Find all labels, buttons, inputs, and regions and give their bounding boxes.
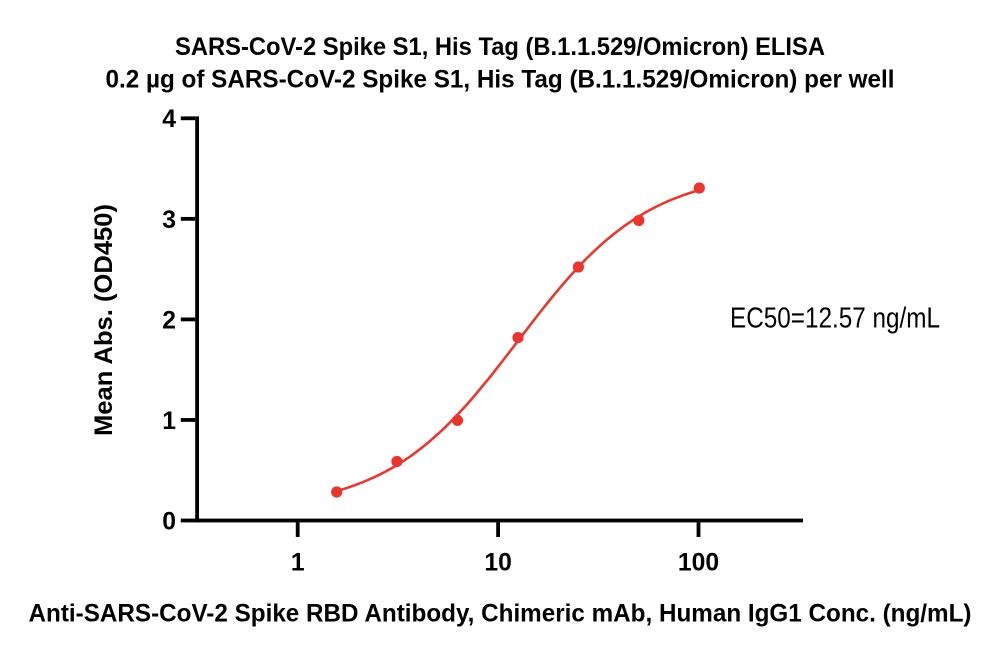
svg-text:0: 0: [162, 508, 176, 535]
svg-text:2: 2: [162, 307, 176, 334]
svg-text:10: 10: [484, 550, 511, 577]
svg-text:4: 4: [162, 106, 176, 133]
svg-text:EC50=12.57 ng/mL: EC50=12.57 ng/mL: [730, 303, 940, 335]
svg-text:1: 1: [162, 408, 176, 435]
svg-text:1: 1: [291, 550, 305, 577]
svg-text:Anti-SARS-CoV-2 Spike RBD Anti: Anti-SARS-CoV-2 Spike RBD Antibody, Chim…: [29, 600, 972, 627]
svg-text:SARS-CoV-2 Spike S1, His Tag (: SARS-CoV-2 Spike S1, His Tag (B.1.1.529/…: [175, 34, 825, 61]
svg-text:Mean Abs. (OD450): Mean Abs. (OD450): [91, 204, 118, 436]
svg-text:3: 3: [162, 207, 176, 234]
svg-text:0.2 µg of SARS-CoV-2 Spike S1,: 0.2 µg of SARS-CoV-2 Spike S1, His Tag (…: [106, 67, 895, 94]
svg-text:100: 100: [678, 550, 719, 577]
